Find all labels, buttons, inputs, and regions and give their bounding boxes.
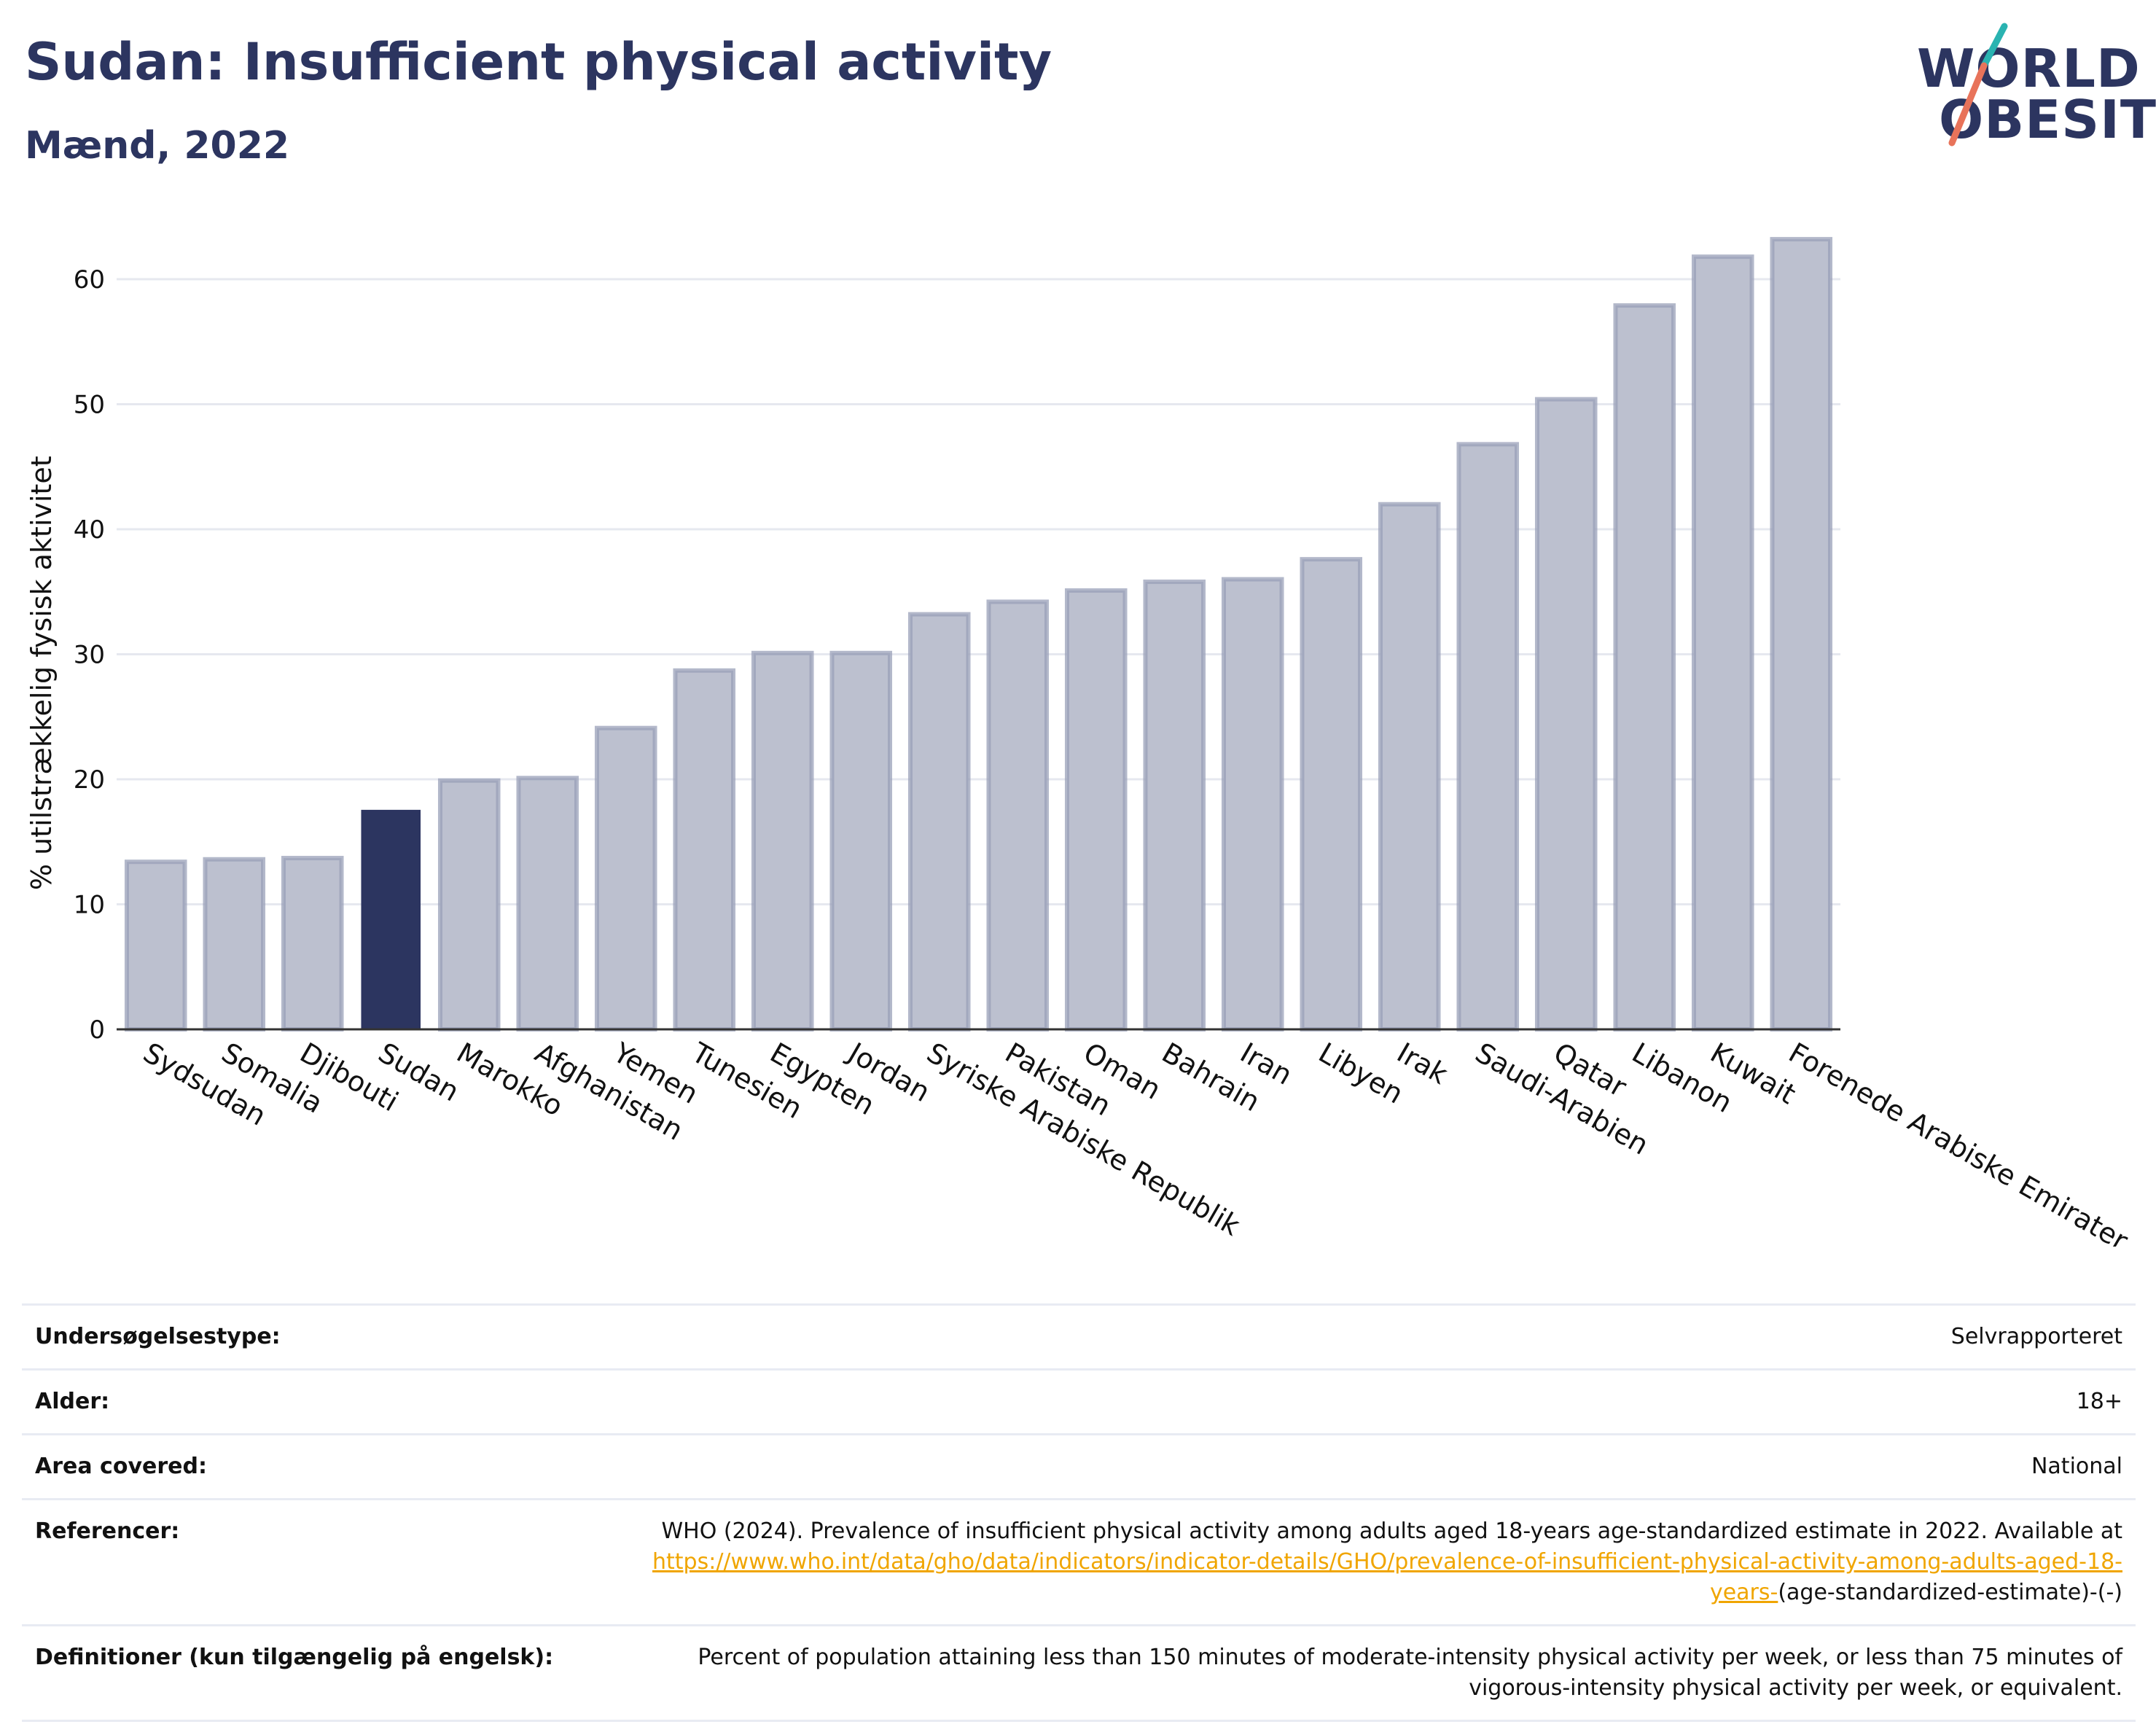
bar — [829, 650, 893, 1032]
bar — [1456, 442, 1520, 1032]
bar — [594, 725, 657, 1032]
world-obesity-logo: WORLD OBESITY — [1895, 20, 2156, 159]
bar — [907, 612, 971, 1032]
references-value: WHO (2024). Prevalence of insufficient p… — [617, 1500, 2136, 1626]
y-axis-label: % utilstrækkelig fysisk aktivitet — [26, 456, 58, 890]
bar — [1064, 588, 1128, 1032]
y-tick-label: 30 — [74, 641, 105, 670]
survey-type-label: Undersøgelsestype: — [35, 1324, 281, 1349]
info-row-definitions: Definitioner (kun tilgængelig på engelsk… — [22, 1625, 2136, 1721]
bar — [751, 650, 814, 1032]
chart-title: Sudan: Insufficient physical activity — [25, 32, 1052, 92]
references-link[interactable]: https://www.who.int/data/gho/data/indica… — [652, 1549, 2122, 1605]
area-label: Area covered: — [35, 1454, 207, 1479]
bar — [1221, 577, 1284, 1032]
info-table: Undersøgelsestype: Selvrapporteret Alder… — [22, 1303, 2136, 1722]
logo-slash-icon — [1948, 23, 2008, 147]
x-tick-label: Libyen — [1313, 1037, 1409, 1110]
bar — [1534, 397, 1598, 1032]
bar — [1613, 303, 1676, 1032]
x-tick-label: Forenede Arabiske Emirater — [1784, 1037, 2133, 1247]
age-label: Alder: — [35, 1389, 110, 1414]
info-row-survey: Undersøgelsestype: Selvrapporteret — [22, 1304, 2136, 1370]
bar — [437, 778, 501, 1032]
bar — [281, 856, 344, 1032]
logo-text-obesity: OBESITY — [1939, 89, 2156, 150]
info-row-age: Alder: 18+ — [22, 1369, 2136, 1435]
bar — [1770, 237, 1833, 1032]
bar-chart: 0 10 20 30 40 50 60 % utilstrækkelig fysisk akt… — [26, 237, 2133, 1247]
y-tick-label: 0 — [89, 1015, 105, 1045]
y-tick-label: 40 — [74, 515, 105, 545]
bar — [361, 809, 421, 1030]
info-row-references: Referencer: WHO (2024). Prevalence of in… — [22, 1499, 2136, 1626]
survey-type-value: Selvrapporteret — [1950, 1324, 2122, 1349]
y-tick-label: 60 — [74, 265, 105, 295]
area-value: National — [2031, 1454, 2122, 1479]
bar — [986, 599, 1050, 1032]
bar — [1143, 580, 1206, 1032]
bar — [203, 857, 266, 1032]
bar — [516, 776, 579, 1032]
age-value: 18+ — [2076, 1389, 2122, 1414]
y-tick-label: 10 — [74, 891, 105, 920]
bar — [124, 859, 187, 1032]
definitions-label: Definitioner (kun tilgængelig på engelsk… — [35, 1645, 554, 1670]
definitions-value: Percent of population attaining less tha… — [698, 1645, 2122, 1701]
references-label: Referencer: — [35, 1518, 180, 1544]
y-tick-label: 50 — [74, 391, 105, 420]
references-text: WHO (2024). Prevalence of insufficient p… — [661, 1518, 2122, 1544]
references-suffix: (age-standardized-estimate)-(-) — [1778, 1580, 2122, 1605]
bar — [1378, 502, 1441, 1032]
bar — [1300, 557, 1363, 1032]
bar — [673, 668, 736, 1032]
y-tick-label: 20 — [74, 765, 105, 795]
chart-subtitle: Mænd, 2022 — [25, 124, 290, 168]
logo-text-world: WORLD — [1917, 38, 2141, 99]
bar — [1691, 254, 1754, 1032]
info-row-area: Area covered: National — [22, 1434, 2136, 1500]
